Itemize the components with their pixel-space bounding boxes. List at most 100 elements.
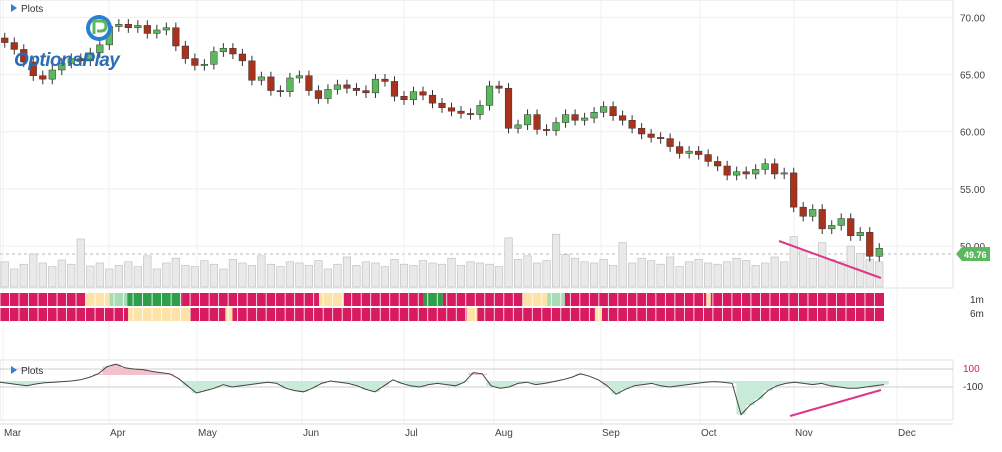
volume-bar: [29, 253, 38, 288]
volume-bar: [209, 263, 218, 288]
oscillator: [0, 363, 953, 416]
volume-bar: [437, 263, 447, 288]
candle-body: [695, 150, 703, 155]
volume-bar: [162, 262, 171, 288]
candle-body: [29, 61, 37, 76]
volume-bar: [694, 259, 703, 288]
volume-bar: [713, 263, 722, 288]
heatmap-cell: [182, 293, 214, 306]
volume-bar: [38, 262, 47, 288]
candle-body: [219, 48, 227, 52]
volume-bar: [751, 265, 760, 288]
volume-bar: [590, 262, 599, 288]
candle-body: [1, 37, 9, 43]
volume-bar: [837, 261, 846, 288]
lower-plots-toggle[interactable]: Plots: [11, 366, 43, 377]
candle-body: [628, 120, 636, 129]
candle-body: [343, 84, 351, 89]
volume-bar: [200, 260, 209, 288]
logo-p: [92, 19, 108, 34]
time-axis: Mar Apr May Jun Jul Aug Sep Oct Nov Dec: [0, 423, 953, 439]
candle-body: [590, 112, 598, 119]
candle-body: [58, 62, 66, 71]
volume-bar: [181, 265, 190, 288]
heatmap-label-6m: 6m: [970, 309, 984, 320]
osc-level-minus100: -100: [963, 382, 983, 393]
volume-bar: [799, 250, 808, 288]
heatmap-cell: [127, 293, 183, 306]
candle-body: [504, 88, 513, 129]
volume-bar: [219, 268, 228, 288]
heatmap-cell: [109, 293, 128, 306]
volume-bar: [295, 262, 304, 288]
heatmap-cell: [190, 308, 226, 321]
candle-body: [48, 69, 56, 80]
month-label: Oct: [701, 428, 717, 439]
volume-bar: [428, 262, 437, 288]
volume-bar: [143, 255, 152, 288]
candle-body: [295, 75, 303, 79]
month-label: May: [198, 428, 217, 439]
candle-body: [286, 77, 294, 92]
volume-bar: [533, 262, 542, 288]
volume-bar: [571, 257, 580, 288]
price-badge-shape: [956, 247, 990, 261]
month-label: Dec: [898, 428, 916, 439]
candle-body: [381, 78, 389, 82]
candle-body: [742, 171, 750, 175]
heatmap-cell: [232, 308, 467, 321]
candle-body: [818, 209, 826, 230]
volume-bar: [105, 268, 114, 288]
volume-bar: [466, 261, 475, 288]
candle-body: [476, 105, 484, 115]
candle-body: [780, 172, 788, 175]
volume-bar: [67, 263, 76, 288]
heatmap-cell: [477, 308, 595, 321]
volume-bar: [361, 261, 371, 288]
volume-bar: [57, 259, 66, 288]
volume-bar: [152, 268, 161, 288]
candle-body: [647, 133, 655, 138]
logo-text: OptionsPlay: [14, 50, 121, 71]
volume-bar: [818, 242, 827, 288]
volume-bar: [742, 260, 751, 288]
volume-bar: [732, 257, 741, 288]
volume-bar: [190, 266, 199, 288]
volume-bar: [86, 265, 95, 288]
volume-bar: [380, 266, 390, 288]
volume-bar: [475, 262, 485, 288]
candle-body: [77, 58, 85, 62]
volume-bar: [10, 268, 19, 288]
month-label: Apr: [110, 428, 126, 439]
volume-bar: [704, 262, 713, 288]
volume-bar: [399, 263, 409, 288]
candle-body: [866, 232, 874, 257]
volume-bar: [447, 257, 456, 288]
volume-bar: [666, 256, 675, 288]
price-tick-label: 55.00: [960, 185, 985, 196]
candle-body: [761, 163, 769, 170]
volume-bar: [789, 236, 798, 288]
volume-bar: [637, 257, 646, 288]
volume-bar: [656, 263, 665, 288]
volume-bar: [390, 259, 399, 288]
candle-body: [134, 25, 142, 28]
candle-body: [485, 85, 494, 106]
volume-bar: [333, 263, 342, 288]
heatmap: [0, 293, 884, 321]
volume-trendline: [778, 240, 882, 279]
volume-bar: [770, 256, 779, 288]
candle-body: [676, 146, 684, 154]
volume-bar: [561, 254, 570, 288]
candle-body: [799, 206, 807, 217]
heatmap-cell: [343, 293, 424, 306]
heatmap-cell: [0, 293, 86, 306]
volume-bar: [485, 263, 494, 288]
volume-bar: [513, 259, 523, 288]
plots-toggle[interactable]: Plots: [11, 4, 43, 15]
candle-body: [666, 138, 674, 147]
volume-bar: [542, 260, 551, 288]
heatmap-cell: [564, 293, 707, 306]
price-tick-label: 60.00: [960, 128, 985, 139]
